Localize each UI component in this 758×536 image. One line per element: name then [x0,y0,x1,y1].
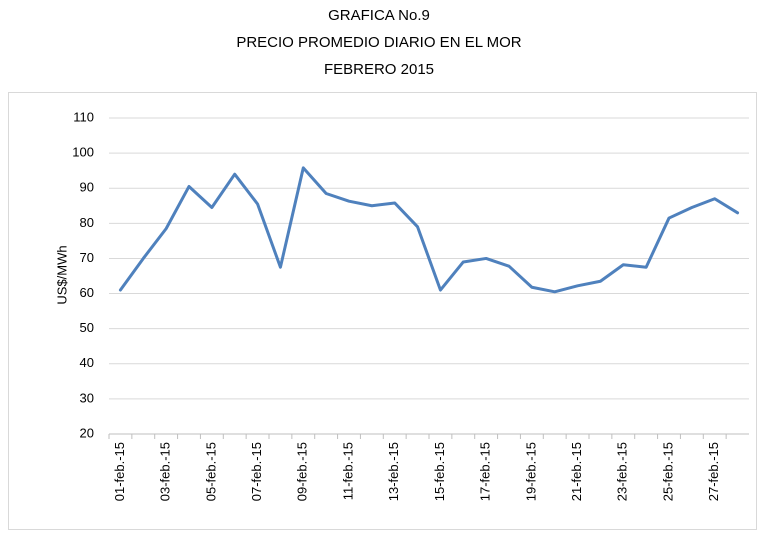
y-tick-label: 100 [72,145,94,160]
y-tick-label: 80 [80,215,94,230]
chart-title: FEBRERO 2015 [324,61,434,78]
x-tick-label: 07-feb.-15 [249,442,264,501]
y-tick-label: 40 [80,355,94,370]
y-tick-label: 30 [80,390,94,405]
y-tick-label: 50 [80,320,94,335]
y-tick-label: 20 [80,425,94,440]
x-tick-label: 11-feb.-15 [340,442,355,500]
y-tick-label: 70 [80,250,94,265]
chart-title: GRAFICA No.9 [328,7,430,24]
x-tick-label: 01-feb.-15 [112,442,127,501]
x-tick-label: 25-feb.-15 [660,442,675,501]
y-axis-label: US$/MWh [54,245,69,304]
chart-frame [8,92,757,530]
y-tick-label: 60 [80,285,94,300]
x-tick-label: 13-feb.-15 [386,442,401,501]
x-tick-label: 03-feb.-15 [158,442,173,501]
x-tick-label: 15-feb.-15 [432,442,447,501]
x-tick-label: 05-feb.-15 [203,442,218,501]
x-tick-label: 23-feb.-15 [615,442,630,501]
y-tick-label: 110 [73,109,94,124]
x-tick-label: 19-feb.-15 [523,442,538,501]
line-series [118,166,740,294]
x-tick-label: 21-feb.-15 [569,442,584,501]
chart-title: PRECIO PROMEDIO DIARIO EN EL MOR [236,34,521,51]
y-tick-label: 90 [80,180,94,195]
x-tick-label: 09-feb.-15 [295,442,310,501]
x-tick-label: 17-feb.-15 [478,442,493,501]
x-tick-label: 27-feb.-15 [706,442,721,501]
